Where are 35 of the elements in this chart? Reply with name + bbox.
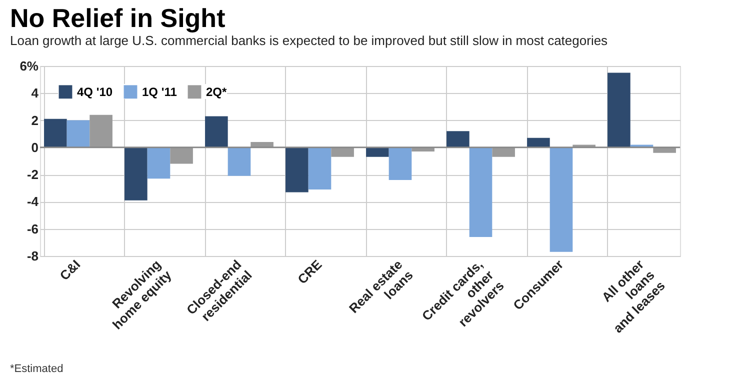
bar [205,116,228,148]
legend-label: 4Q '10 [77,84,113,99]
bar [608,72,630,148]
bar [366,147,389,157]
bar [388,147,412,180]
y-tick-label: -6 [26,221,38,236]
bar [147,147,170,179]
bar [527,138,550,148]
bar [170,147,193,164]
text: *Estimated [10,363,64,374]
y-tick-label: 0 [31,140,38,155]
bar [653,147,676,153]
y-tick-label: 2 [31,112,38,128]
y-tick-label: -8 [26,248,38,264]
x-tick-label: C&I [56,256,84,284]
bar [492,147,515,157]
bar [66,120,90,148]
bar [286,147,308,192]
bar [469,147,492,237]
legend-label: 1Q '11 [142,84,178,99]
chart-title: No Relief in Sight [10,3,226,33]
legend-label: 2Q* [206,84,228,99]
y-tick-label: 4 [31,86,40,101]
chart-subtitle: Loan growth at large U.S. commercial banks is expected to be improved but still slow in most categories [10,33,608,48]
bar [124,147,148,200]
bar [44,118,67,148]
bar [228,147,251,176]
bar [446,131,470,148]
bar [550,147,573,252]
y-tick-label: -2 [26,167,38,182]
bar [331,147,354,157]
y-tick-label: 6% [20,58,39,74]
y-tick-label: -4 [26,194,40,210]
bar [90,114,112,148]
bar [308,147,332,190]
